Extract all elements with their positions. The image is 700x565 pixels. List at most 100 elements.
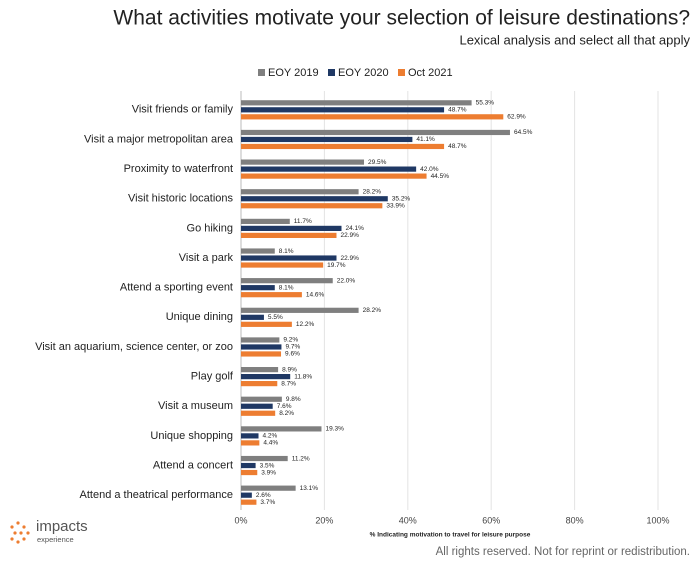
- value-label: 24.1%: [345, 225, 364, 232]
- category-label: Attend a concert: [153, 459, 233, 471]
- bar: [241, 440, 260, 446]
- bar: [241, 114, 504, 120]
- category-label: Play golf: [191, 371, 234, 383]
- bar: [241, 166, 417, 172]
- x-tick-label: 40%: [399, 515, 417, 525]
- category-label: Visit a park: [179, 252, 234, 264]
- bar: [241, 367, 279, 373]
- value-label: 8.2%: [279, 410, 294, 417]
- bar: [241, 485, 296, 491]
- category-label: Attend a theatrical performance: [80, 489, 233, 501]
- bar: [241, 143, 445, 150]
- bar: [241, 426, 322, 432]
- bar: [241, 255, 337, 261]
- bar: [241, 455, 288, 462]
- x-axis-title: % Indicating motivation to travel for le…: [370, 532, 531, 539]
- legend-label: EOY 2019: [268, 67, 319, 79]
- bar: [241, 136, 413, 143]
- value-label: 4.2%: [263, 433, 278, 440]
- bar: [241, 292, 302, 298]
- legend-label: Oct 2021: [408, 67, 453, 79]
- value-label: 22.9%: [340, 232, 359, 239]
- value-label: 14.6%: [306, 291, 325, 298]
- value-label: 3.5%: [260, 462, 275, 469]
- bar: [241, 248, 275, 254]
- value-label: 41.1%: [416, 136, 435, 143]
- value-label: 48.7%: [448, 143, 467, 150]
- bar: [241, 344, 282, 350]
- value-label: 33.9%: [386, 202, 405, 209]
- value-label: 3.9%: [261, 469, 276, 476]
- value-label: 44.5%: [431, 173, 450, 180]
- chart-title: What activities motivate your selection …: [113, 7, 690, 30]
- bar: [241, 232, 337, 238]
- x-tick-label: 0%: [234, 515, 247, 525]
- category-label: Visit an aquarium, science center, or zo…: [35, 341, 233, 353]
- category-label: Visit historic locations: [128, 193, 233, 205]
- bar: [241, 469, 258, 476]
- bar: [241, 351, 282, 357]
- value-label: 8.1%: [279, 248, 294, 255]
- category-label: Attend a sporting event: [120, 282, 233, 294]
- bar: [241, 462, 256, 469]
- legend-swatch: [398, 69, 405, 76]
- bar: [241, 396, 282, 402]
- category-label: Visit friends or family: [132, 104, 234, 116]
- bar: [241, 225, 342, 231]
- x-tick-label: 80%: [566, 515, 584, 525]
- value-label: 3.7%: [260, 499, 275, 506]
- bar: [241, 337, 280, 343]
- value-label: 12.2%: [296, 321, 315, 328]
- value-label: 35.2%: [392, 195, 411, 202]
- value-label: 28.2%: [363, 307, 382, 314]
- category-label: Go hiking: [187, 222, 233, 234]
- legend-label: EOY 2020: [338, 67, 389, 79]
- value-label: 11.7%: [294, 218, 312, 225]
- bar: [241, 196, 388, 202]
- bar: [241, 107, 445, 113]
- value-label: 19.3%: [325, 426, 344, 433]
- bar: [241, 410, 276, 416]
- value-label: 13.1%: [300, 485, 319, 492]
- category-label: Unique dining: [166, 311, 233, 323]
- brand-name: impacts: [36, 518, 88, 535]
- bar: [241, 314, 264, 320]
- footer: All rights reserved. Not for reprint or …: [436, 546, 690, 558]
- chart-subtitle: Lexical analysis and select all that app…: [459, 32, 690, 47]
- value-label: 11.2%: [292, 455, 310, 462]
- value-label: 9.7%: [285, 344, 300, 351]
- value-label: 22.0%: [337, 277, 356, 284]
- value-label: 9.2%: [283, 337, 298, 344]
- value-label: 7.6%: [277, 403, 292, 410]
- category-label: Unique shopping: [150, 430, 233, 442]
- bar: [241, 173, 427, 179]
- value-label: 9.6%: [285, 351, 300, 358]
- value-label: 28.2%: [363, 188, 382, 195]
- bar: [241, 285, 275, 291]
- bar: [241, 203, 383, 209]
- value-label: 48.7%: [448, 107, 467, 114]
- value-label: 9.8%: [286, 396, 301, 403]
- bar: [241, 433, 259, 439]
- brand-tagline: experience: [37, 535, 74, 544]
- bar: [241, 374, 291, 380]
- value-label: 29.5%: [368, 159, 387, 166]
- legend-swatch: [258, 69, 265, 76]
- bar: [241, 129, 510, 136]
- category-label: Visit a major metropolitan area: [84, 133, 234, 145]
- category-label: Proximity to waterfront: [124, 163, 233, 175]
- bar: [241, 100, 472, 106]
- bar: [241, 278, 333, 284]
- bar: [241, 262, 324, 268]
- value-label: 4.4%: [263, 440, 278, 447]
- bar: [241, 218, 290, 224]
- bar: [241, 492, 252, 498]
- bar: [241, 381, 278, 387]
- value-label: 11.8%: [294, 373, 312, 380]
- value-label: 22.9%: [340, 255, 359, 262]
- logo-icon: [10, 521, 30, 544]
- x-tick-label: 20%: [315, 515, 333, 525]
- bar: [241, 321, 292, 327]
- bar: [241, 499, 257, 505]
